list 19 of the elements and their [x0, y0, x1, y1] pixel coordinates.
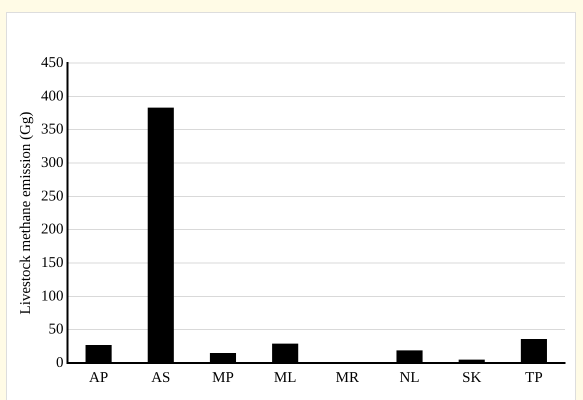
y-tick-label: 350	[41, 122, 64, 138]
y-tick-label: 400	[41, 88, 64, 104]
y-tick-label: 150	[41, 254, 64, 271]
y-tick-label: 100	[41, 288, 64, 304]
x-tick-label: MR	[336, 370, 360, 386]
y-tick-label: 300	[41, 154, 64, 171]
x-tick-label: ML	[274, 370, 296, 386]
y-tick-label: 50	[48, 322, 64, 338]
x-tick-label: AS	[151, 370, 170, 386]
x-tick-label: NL	[400, 370, 420, 386]
y-tick-label: 0	[56, 354, 64, 371]
x-tick-label: SK	[462, 370, 482, 386]
x-tick-label: TP	[525, 370, 543, 386]
x-tick-label: AP	[89, 370, 108, 386]
y-tick-label: 200	[41, 222, 64, 238]
y-axis-title: Livestock methane emission (Gg)	[18, 112, 34, 314]
y-tick-label: 250	[41, 188, 64, 204]
x-tick-label: MP	[212, 370, 234, 386]
y-tick-label: 450	[41, 54, 64, 71]
